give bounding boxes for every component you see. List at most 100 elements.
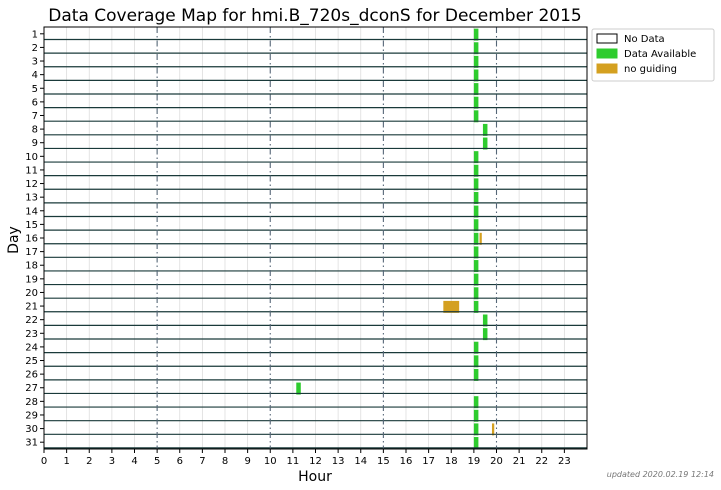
x-tick-label: 9: [244, 456, 250, 467]
x-tick-label: 0: [41, 456, 47, 467]
updated-timestamp: updated 2020.02.19 12:14: [607, 470, 714, 479]
legend-box: [591, 28, 715, 82]
data-segment: [473, 355, 479, 368]
x-axis-label: Hour: [298, 469, 332, 485]
legend-entry-label: no guiding: [624, 64, 677, 75]
data-segment: [473, 191, 479, 204]
y-tick-label: 11: [25, 165, 38, 176]
legend-swatch: [596, 33, 618, 44]
y-tick-label: 19: [25, 274, 38, 285]
data-segment: [482, 314, 488, 327]
data-segment: [473, 96, 479, 109]
data-segment: [473, 83, 479, 96]
y-tick-label: 30: [25, 424, 38, 435]
x-tick-label: 14: [354, 456, 367, 467]
x-tick-label: 8: [222, 456, 228, 467]
legend-entry-label: No Data: [624, 34, 665, 45]
y-axis-label: Day: [6, 226, 22, 254]
x-tick-label: 2: [86, 456, 92, 467]
x-tick-label: 1: [63, 456, 69, 467]
data-segment: [482, 137, 488, 150]
y-tick-label: 9: [32, 138, 38, 149]
y-tick-label: 4: [32, 70, 38, 81]
x-tick-label: 11: [287, 456, 300, 467]
y-tick-label: 29: [25, 410, 38, 421]
y-tick-label: 21: [25, 302, 38, 313]
x-tick-label: 4: [131, 456, 137, 467]
y-tick-label: 16: [25, 234, 38, 245]
x-tick-label: 17: [422, 456, 435, 467]
y-tick-label: 12: [25, 179, 38, 190]
y-tick-label: 24: [25, 342, 38, 353]
data-segment: [473, 368, 479, 381]
y-tick-label: 31: [25, 438, 38, 449]
legend-swatch: [596, 48, 618, 59]
data-segment: [473, 341, 479, 354]
y-tick-label: 14: [25, 206, 38, 217]
y-tick-label: 2: [32, 43, 38, 54]
x-tick-label: 20: [490, 456, 503, 467]
data-segment: [473, 423, 479, 436]
data-segment: [473, 28, 479, 41]
data-segment: [473, 396, 479, 409]
data-segment: [473, 300, 479, 313]
y-tick-label: 27: [25, 383, 38, 394]
data-segment: [473, 110, 479, 123]
x-tick-label: 15: [377, 456, 390, 467]
y-tick-label: 7: [32, 111, 38, 122]
data-segment: [473, 287, 479, 300]
x-tick-label: 10: [264, 456, 277, 467]
data-segment: [473, 69, 479, 82]
y-tick-label: 23: [25, 329, 38, 340]
data-segment: [473, 205, 479, 218]
y-tick-label: 3: [32, 57, 38, 68]
data-segment: [473, 437, 479, 449]
x-tick-label: 12: [309, 456, 322, 467]
data-segment: [473, 178, 479, 191]
data-segment: [473, 55, 479, 68]
y-tick-label: 26: [25, 370, 38, 381]
data-segment: [473, 409, 479, 422]
x-tick-label: 5: [154, 456, 160, 467]
y-tick-label: 20: [25, 288, 38, 299]
plot-area: 1234567891011121314151617181920212223242…: [25, 26, 588, 467]
x-tick-label: 23: [558, 456, 571, 467]
x-tick-label: 3: [109, 456, 115, 467]
y-tick-label: 8: [32, 125, 38, 136]
y-tick-label: 15: [25, 220, 38, 231]
y-tick-label: 25: [25, 356, 38, 367]
x-tick-label: 22: [535, 456, 548, 467]
data-segment: [482, 123, 488, 136]
x-tick-label: 13: [332, 456, 345, 467]
data-segment: [473, 232, 479, 245]
x-tick-label: 18: [445, 456, 458, 467]
data-segment: [473, 42, 479, 55]
data-segment: [473, 219, 479, 232]
data-segment: [296, 382, 301, 395]
data-segment: [473, 151, 479, 164]
y-tick-label: 5: [32, 84, 38, 95]
no-guiding-segment: [491, 423, 495, 436]
y-tick-label: 17: [25, 247, 38, 258]
y-tick-label: 13: [25, 193, 38, 204]
data-segment: [473, 273, 479, 286]
legend-entry-label: Data Available: [624, 49, 696, 60]
legend-swatch: [596, 63, 618, 74]
data-segment: [473, 260, 479, 273]
x-tick-label: 21: [513, 456, 526, 467]
y-tick-label: 18: [25, 261, 38, 272]
x-tick-label: 16: [400, 456, 413, 467]
chart-title: Data Coverage Map for hmi.B_720s_dconS f…: [48, 6, 581, 26]
y-tick-label: 1: [32, 29, 38, 40]
x-tick-label: 6: [177, 456, 183, 467]
y-tick-label: 28: [25, 397, 38, 408]
y-tick-label: 22: [25, 315, 38, 326]
x-tick-label: 19: [468, 456, 481, 467]
data-segment: [482, 328, 488, 341]
x-tick-label: 7: [199, 456, 205, 467]
no-guiding-segment: [443, 300, 460, 313]
no-guiding-segment: [479, 232, 482, 245]
data-segment: [473, 246, 479, 259]
data-segment: [473, 164, 479, 177]
